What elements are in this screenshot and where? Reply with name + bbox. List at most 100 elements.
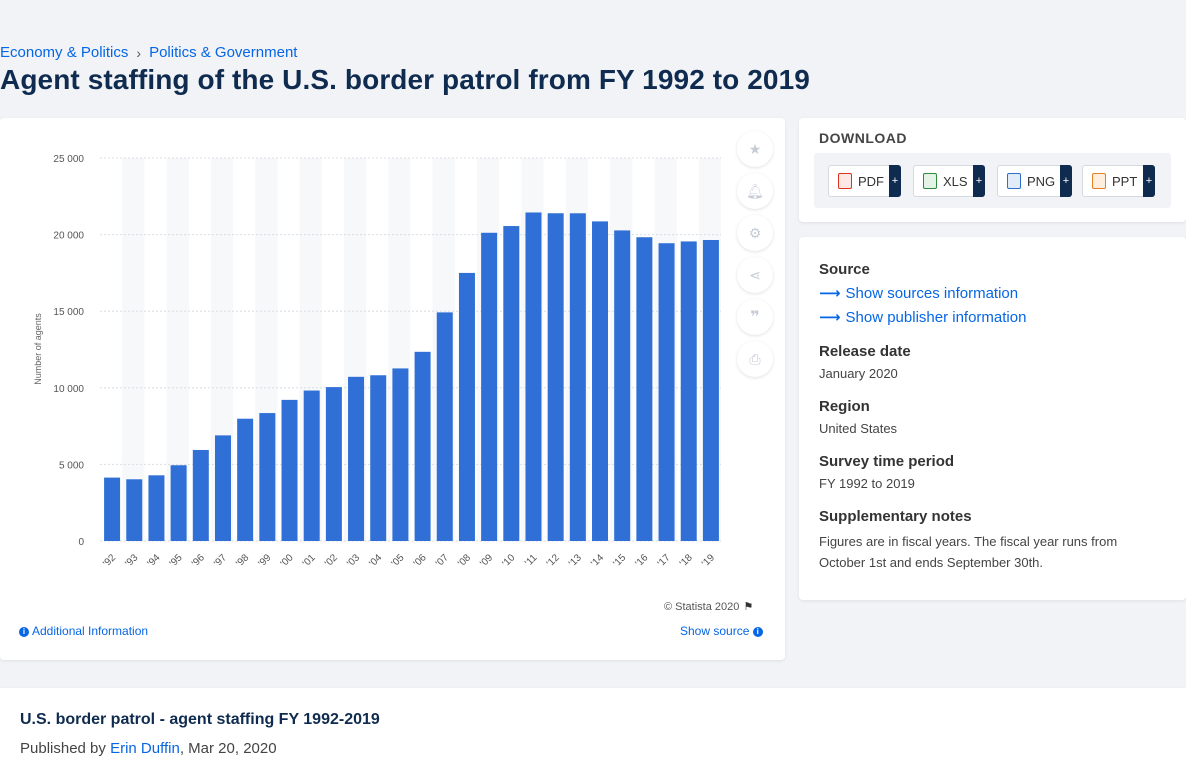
bar	[680, 241, 697, 541]
bar-chart: 0 5 000 10 000 15 000 20 000 25 000 '92 '93 '94 '…	[33, 154, 721, 569]
pdf-file-icon	[838, 173, 852, 189]
png-file-icon	[1007, 173, 1021, 189]
xls-file-icon	[923, 173, 937, 189]
gear-icon: ⚙	[748, 224, 762, 241]
supplementary-notes-value: Figures are in fiscal years. The fiscal …	[819, 534, 1118, 570]
bar	[702, 239, 719, 541]
star-icon: ★	[748, 140, 762, 157]
download-pdf-button[interactable]: PDF +	[828, 165, 901, 197]
published-prefix: Published by	[20, 740, 106, 757]
y-tick-label: 5 000	[59, 460, 84, 471]
column-stripe	[122, 158, 145, 541]
plus-icon: +	[1060, 165, 1072, 197]
x-tick-label: '95	[168, 552, 185, 569]
print-button[interactable]: ⎙	[737, 341, 773, 377]
breadcrumb-separator: ›	[136, 44, 142, 61]
bar	[392, 368, 409, 541]
bar	[348, 376, 365, 541]
x-tick-label: '09	[478, 552, 495, 569]
x-tick-label: '18	[678, 552, 695, 569]
download-xls-button[interactable]: XLS +	[913, 165, 985, 197]
download-buttons: PDF + XLS + PNG + PPT +	[814, 153, 1171, 208]
chart-tools: ★ 🔔︎ ⚙ ⋖ ❞ ⎙	[737, 131, 773, 383]
release-date-heading: Release date	[819, 343, 911, 360]
bar	[192, 449, 209, 541]
bell-icon: 🔔︎	[746, 182, 764, 199]
x-tick-label: '19	[700, 552, 717, 569]
source-card: Source ⟶ Show sources information ⟶ Show p…	[799, 237, 1186, 600]
download-ppt-button[interactable]: PPT +	[1082, 165, 1155, 197]
bar	[547, 213, 564, 541]
published-date: , Mar 20, 2020	[179, 740, 277, 757]
survey-period-heading: Survey time period	[819, 453, 955, 470]
breadcrumb: Economy & Politics › Politics & Governme…	[0, 44, 297, 61]
y-axis-label: Number of agents	[33, 313, 43, 385]
show-source-link[interactable]: Show source i	[680, 624, 766, 638]
ppt-file-icon	[1092, 173, 1106, 189]
settings-button[interactable]: ⚙	[737, 215, 773, 251]
share-icon: ⋖	[749, 266, 761, 283]
author-link[interactable]: Erin Duffin	[110, 740, 180, 757]
plus-icon: +	[973, 165, 985, 197]
favorite-button[interactable]: ★	[737, 131, 773, 167]
region-heading: Region	[819, 398, 870, 415]
bar	[325, 387, 342, 541]
bar	[370, 375, 387, 541]
download-xls-label: XLS	[943, 173, 968, 189]
published-by: Published by Erin Duffin, Mar 20, 2020	[20, 740, 277, 757]
flag-icon[interactable]: ⚑	[743, 601, 754, 613]
x-tick-label: '93	[123, 552, 140, 569]
breadcrumb-economy-politics[interactable]: Economy & Politics	[0, 44, 129, 61]
arrow-right-icon: ⟶	[819, 285, 841, 302]
x-tick-label: '16	[633, 552, 650, 569]
breadcrumb-politics-government[interactable]: Politics & Government	[149, 44, 298, 61]
x-tick-label: '02	[323, 552, 340, 569]
show-publisher-link[interactable]: ⟶ Show publisher information	[819, 308, 1026, 326]
x-tick-label: '92	[101, 552, 118, 569]
download-png-button[interactable]: PNG +	[997, 165, 1072, 197]
y-tick-label: 15 000	[53, 307, 84, 318]
statistic-title: U.S. border patrol - agent staffing FY 1…	[20, 711, 380, 728]
bar	[481, 232, 498, 541]
x-tick-label: '99	[256, 552, 273, 569]
plus-icon: +	[1143, 165, 1155, 197]
bar	[237, 418, 254, 541]
download-pdf-label: PDF	[858, 173, 884, 189]
bar	[569, 213, 586, 541]
print-icon: ⎙	[749, 350, 761, 367]
x-tick-label: '10	[500, 552, 517, 569]
top-bar	[0, 0, 1186, 40]
x-tick-label: '14	[589, 552, 606, 569]
notify-button[interactable]: 🔔︎	[737, 173, 773, 209]
x-tick-label: '08	[456, 552, 473, 569]
copyright-notice: © Statista 2020 ⚑	[664, 600, 753, 613]
additional-info-label: Additional Information	[32, 624, 149, 638]
additional-info-link[interactable]: i Additional Information	[19, 624, 148, 638]
show-publisher-label: Show publisher information	[845, 309, 1027, 326]
x-tick-label: '97	[212, 552, 229, 569]
bar	[636, 237, 653, 541]
source-heading: Source	[819, 261, 870, 278]
show-sources-label: Show sources information	[845, 285, 1019, 302]
bar	[503, 226, 520, 541]
x-tick-label: '07	[434, 552, 451, 569]
show-sources-link[interactable]: ⟶ Show sources information	[819, 284, 1018, 302]
download-card: DOWNLOAD PDF + XLS + PNG + PPT +	[799, 118, 1186, 222]
download-ppt-label: PPT	[1112, 173, 1138, 189]
x-tick-label: '03	[345, 552, 362, 569]
arrow-right-icon: ⟶	[819, 309, 841, 326]
x-tick-label: '01	[301, 552, 318, 569]
survey-period-value: FY 1992 to 2019	[819, 476, 915, 491]
bar	[104, 477, 121, 541]
info-icon: i	[752, 626, 763, 637]
bar	[414, 351, 431, 541]
x-tick-label: '17	[656, 552, 673, 569]
chart-card: 0 5 000 10 000 15 000 20 000 25 000 '92 '93 '94 '…	[0, 118, 785, 660]
bar	[592, 221, 609, 541]
cite-button[interactable]: ❞	[737, 299, 773, 335]
share-button[interactable]: ⋖	[737, 257, 773, 293]
x-tick-label: '15	[611, 552, 628, 569]
plus-icon: +	[889, 165, 901, 197]
download-title: DOWNLOAD	[819, 130, 907, 146]
download-png-label: PNG	[1027, 173, 1056, 189]
